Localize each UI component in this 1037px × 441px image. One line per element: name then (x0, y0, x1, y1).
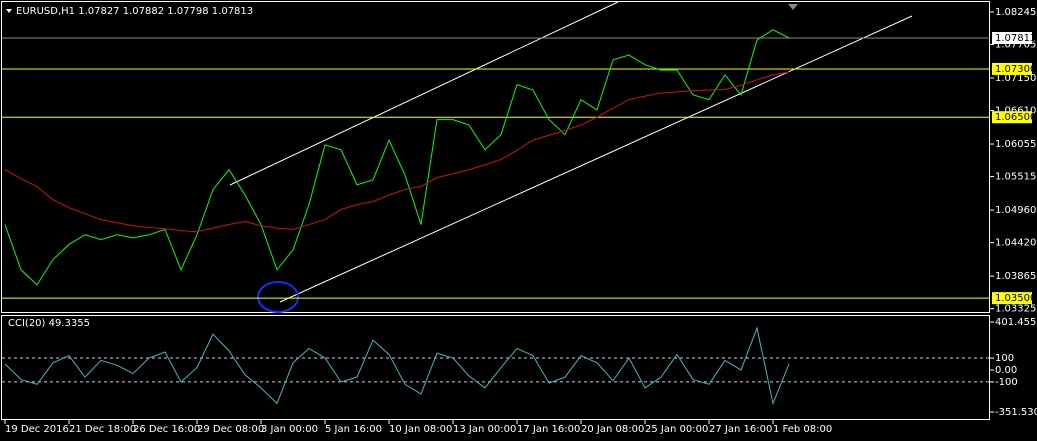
x-tick-label: 13 Jan 00:00 (453, 424, 516, 435)
y-tick-label: 401.4559 (995, 317, 1037, 328)
x-tick-label: 29 Dec 08:00 (197, 424, 264, 435)
last-price-label: 1.07813 (995, 33, 1036, 44)
channel-upper (229, 1, 619, 186)
y-tick-label: 1.05515 (995, 172, 1036, 183)
x-tick-label: 10 Jan 08:00 (389, 424, 452, 435)
y-tick-label: -100 (995, 377, 1018, 388)
menu-arrow[interactable] (6, 9, 12, 13)
level-label-bg (992, 62, 1032, 75)
channel-lower (279, 15, 913, 303)
chart-title: EURUSD,H1 1.07827 1.07882 1.07798 1.0781… (16, 6, 253, 17)
level-label-bg (992, 292, 1032, 305)
level-label-bg (992, 111, 1032, 124)
y-tick-label: 100 (995, 353, 1014, 364)
y-tick-label: -351.5301 (995, 407, 1037, 418)
level-label: 1.03500 (995, 293, 1036, 304)
y-tick-label: 1.06055 (995, 139, 1036, 150)
x-tick-label: 25 Jan 00:00 (645, 424, 708, 435)
y-tick-label: 1.03865 (995, 271, 1036, 282)
y-tick-label: 0.00 (995, 365, 1017, 376)
last-price-bg (992, 32, 1032, 45)
level-label: 1.06500 (995, 112, 1036, 123)
level-label: 1.07300 (995, 64, 1036, 75)
y-tick-label: 1.07705 (995, 40, 1036, 51)
marker-triangle (788, 4, 798, 10)
series-line (4, 29, 790, 286)
y-tick-label: 1.06610 (995, 106, 1036, 117)
x-tick-label: 17 Jan 16:00 (517, 424, 580, 435)
x-tick-label: 27 Jan 16:00 (709, 424, 772, 435)
series-line (4, 326, 790, 406)
cci-frame (1, 315, 990, 420)
highlight-ellipse (257, 281, 299, 313)
x-tick-label: 3 Jan 00:00 (261, 424, 318, 435)
series-line (4, 71, 790, 233)
x-tick-label: 20 Jan 08:00 (581, 424, 644, 435)
y-tick-label: 1.04420 (995, 238, 1036, 249)
y-tick-label: 1.07150 (995, 73, 1036, 84)
x-tick-label: 5 Jan 16:00 (325, 424, 382, 435)
y-tick-label: 1.08245 (995, 7, 1036, 18)
y-tick-label: 1.04960 (995, 205, 1036, 216)
x-tick-label: 1 Feb 08:00 (773, 424, 832, 435)
y-tick-label: 1.03325 (995, 304, 1036, 315)
x-tick-label: 26 Dec 16:00 (133, 424, 200, 435)
indicator-title: CCI(20) 49.3355 (8, 318, 90, 329)
price-frame (1, 1, 990, 313)
x-tick-label: 21 Dec 18:00 (69, 424, 136, 435)
x-tick-label: 19 Dec 2016 (5, 424, 69, 435)
